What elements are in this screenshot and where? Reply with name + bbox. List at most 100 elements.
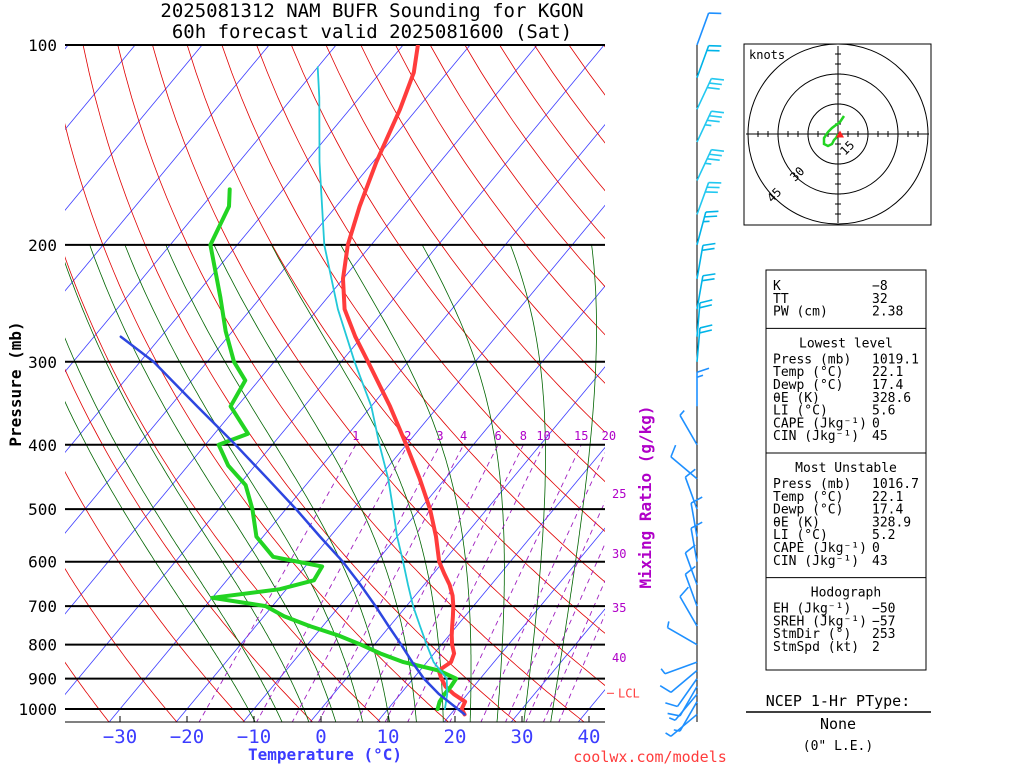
moist-adiabat-line [166, 245, 390, 723]
wind-barb-staff [671, 457, 697, 479]
wind-barb-flag [706, 211, 719, 212]
isotherm-line [0, 45, 403, 723]
mixing-ratio-tick-label: 1 [352, 429, 359, 443]
wind-barb-flag [707, 159, 720, 160]
wind-barb [697, 183, 721, 215]
isobar-lines [65, 45, 605, 709]
mixing-ratio-tick-label: 30 [612, 547, 626, 561]
wind-barb-half [705, 125, 711, 126]
temperature-tick-label: −20 [170, 726, 204, 748]
wind-barbs [660, 13, 724, 736]
stat-unstable-value: 43 [872, 554, 888, 569]
wind-barb-half [668, 621, 669, 627]
mixing-ratio-line [526, 445, 649, 723]
wind-barb [697, 46, 721, 78]
hodograph-ring-label: 15 [837, 138, 857, 158]
isotherm-line [108, 45, 671, 723]
wind-barb-flag [680, 587, 688, 596]
wind-barb-flag [660, 686, 671, 693]
wind-barb-flag [671, 445, 676, 457]
dry-adiabat-line [222, 45, 789, 723]
wind-barb [697, 150, 724, 181]
hodograph-ring-label: 45 [764, 185, 784, 205]
dry-adiabat-line [500, 45, 1024, 723]
wind-barb-flag [702, 248, 715, 250]
wind-barb [680, 587, 697, 626]
ptype-title: NCEP 1-Hr PType: [766, 692, 911, 710]
dry-adiabat-line [0, 45, 314, 723]
wind-barb [661, 662, 697, 674]
moist-adiabat-line [272, 245, 444, 723]
wind-barb-flag [711, 150, 724, 151]
wind-barb [697, 13, 721, 45]
stats-section-hodograph: Hodograph [811, 586, 881, 601]
pressure-tick-label: 200 [28, 236, 57, 255]
wind-barb-flag [702, 279, 715, 281]
mixing-ratio-tick-label: 20 [602, 429, 616, 443]
mixing-ratio-tick-label: 3 [436, 429, 443, 443]
wind-barb-staff [697, 13, 709, 45]
mixing-ratio-line [292, 445, 440, 723]
wind-barb-flag [711, 111, 724, 112]
wind-barb-flag [703, 274, 716, 276]
wind-barb-flag [700, 325, 712, 328]
pressure-tick-label: 1000 [18, 700, 57, 719]
isotherm-line [0, 45, 202, 723]
wind-barb [697, 111, 724, 142]
temperature-tick-label: 20 [444, 726, 467, 748]
chart-title-line2: 60h forecast valid 2025081600 (Sat) [172, 21, 572, 43]
wind-barb-staff [697, 79, 711, 110]
wind-barb [697, 79, 724, 110]
temperature-tick-label: 30 [511, 726, 534, 748]
wind-barb-staff [668, 628, 697, 645]
wind-barb-half [669, 718, 675, 720]
stat-lowest-value: 45 [872, 429, 888, 444]
wind-barb-half [680, 411, 684, 416]
mixing-ratio-tick-label: 25 [612, 487, 626, 501]
wind-barb [668, 621, 697, 644]
skewt-background-lines [0, 45, 1024, 723]
wind-barb-flag [703, 244, 716, 246]
wind-barb [671, 445, 697, 479]
moist-adiabat-line [510, 245, 545, 723]
temperature-tick-label: 40 [578, 726, 601, 748]
wind-barb-flag [700, 330, 712, 333]
stats-section-lowest: Lowest level [799, 336, 893, 351]
credit-link[interactable]: coolwx.com/models [573, 748, 727, 766]
wind-barb-staff [671, 670, 697, 692]
chart-title-line1: 2025081312 NAM BUFR Sounding for KGON [160, 0, 583, 22]
mixing-ratio-tick-label: 40 [612, 651, 626, 665]
wind-barb-flag [668, 713, 680, 716]
stat-top-label: PW (cm) [773, 305, 828, 320]
pressure-tick-label: 800 [28, 636, 57, 655]
stat-lowest-label: CIN (Jkg⁻¹) [773, 429, 859, 444]
wind-barb-flag [709, 83, 722, 84]
stat-hodo-label: StmSpd (kt) [773, 640, 859, 655]
wind-barb-staff [665, 662, 697, 674]
mixing-ratio-tick-label: 10 [536, 429, 550, 443]
wind-barb-staff [697, 150, 711, 181]
ptype-note: (0" L.E.) [803, 739, 873, 754]
wind-barb-staff [697, 46, 709, 78]
wind-barb [685, 566, 697, 606]
wind-barb [697, 368, 709, 406]
wind-barb-half [666, 733, 671, 736]
mixing-ratio-tick-label: 6 [494, 429, 501, 443]
dry-adiabat-line [396, 45, 1024, 723]
pressure-tick-label: 500 [28, 500, 57, 519]
pressure-tick-label: 100 [28, 36, 57, 55]
wind-barb-flag [700, 300, 712, 303]
moist-adiabat-line [551, 245, 597, 723]
wind-barb-half [661, 669, 665, 674]
dry-adiabat-line [0, 45, 178, 723]
mixing-ratio-tick-label: 4 [460, 429, 467, 443]
mixing-ratio-tick-label: 35 [612, 601, 626, 615]
temperature-tick-label: −30 [103, 726, 137, 748]
isotherm-line [242, 45, 805, 723]
stat-hodo-value: 2 [872, 640, 880, 655]
